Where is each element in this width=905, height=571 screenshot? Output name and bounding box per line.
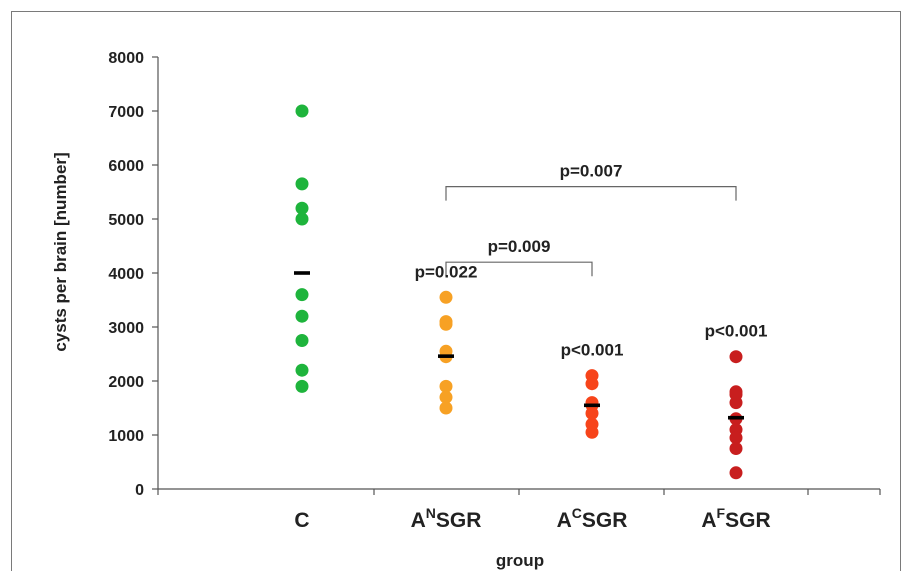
x-axis-ticks: C ANSGR ACSGR AFSGR (157, 489, 881, 532)
significance-brackets: p=0.009 p=0.007 (445, 162, 737, 277)
data-point (295, 177, 309, 191)
data-point (585, 406, 599, 420)
y-tick-label: 2000 (108, 374, 144, 391)
p-value-label: p<0.001 (705, 322, 768, 341)
p-value-label: p<0.001 (561, 341, 624, 360)
p-value-labels: p=0.022 p<0.001 p<0.001 (415, 262, 768, 359)
data-point (729, 442, 743, 455)
data-point (729, 431, 743, 445)
bracket-line (445, 186, 737, 201)
data-point (295, 363, 309, 377)
mean-marker (438, 354, 454, 358)
x-tick-label: ACSGR (557, 505, 628, 532)
data-point (295, 309, 309, 323)
y-axis-title: cysts per brain [number] (51, 152, 70, 351)
data-point (439, 379, 453, 393)
data-point (295, 201, 309, 215)
y-axis-ticks: 0 1000 2000 3000 4000 5000 6000 7000 8000 (108, 50, 158, 499)
data-point (295, 334, 309, 347)
data-point (295, 379, 309, 393)
x-axis-title: group (496, 551, 544, 570)
mean-marker (584, 403, 600, 408)
bracket-label: p=0.009 (488, 237, 551, 256)
y-tick-label: 6000 (108, 158, 144, 175)
data-point (439, 317, 453, 331)
data-points (295, 104, 743, 480)
y-tick-label: 1000 (108, 428, 144, 445)
data-point (729, 466, 743, 480)
y-tick-label: 7000 (108, 104, 144, 121)
mean-marker (294, 271, 310, 275)
p-value-label: p=0.022 (415, 262, 478, 281)
mean-markers (294, 271, 744, 420)
x-tick-label: C (294, 509, 309, 532)
axes (157, 57, 880, 490)
y-tick-label: 4000 (108, 266, 144, 283)
data-point (295, 212, 309, 226)
data-point (729, 350, 743, 364)
data-point (295, 104, 309, 118)
y-tick-label: 3000 (108, 320, 144, 337)
data-point (585, 425, 599, 439)
x-tick-label: AFSGR (701, 505, 770, 532)
data-point (439, 401, 453, 415)
data-point (729, 396, 743, 410)
y-tick-label: 8000 (108, 50, 144, 67)
y-tick-label: 5000 (108, 212, 144, 229)
bracket-line (445, 261, 593, 277)
data-point (439, 290, 453, 304)
bracket-label: p=0.007 (560, 162, 623, 181)
data-point (295, 288, 309, 302)
data-point (585, 377, 599, 391)
x-tick-label: ANSGR (411, 505, 482, 532)
mean-marker (728, 415, 744, 420)
data-point (439, 390, 453, 404)
y-tick-label: 0 (135, 482, 144, 499)
